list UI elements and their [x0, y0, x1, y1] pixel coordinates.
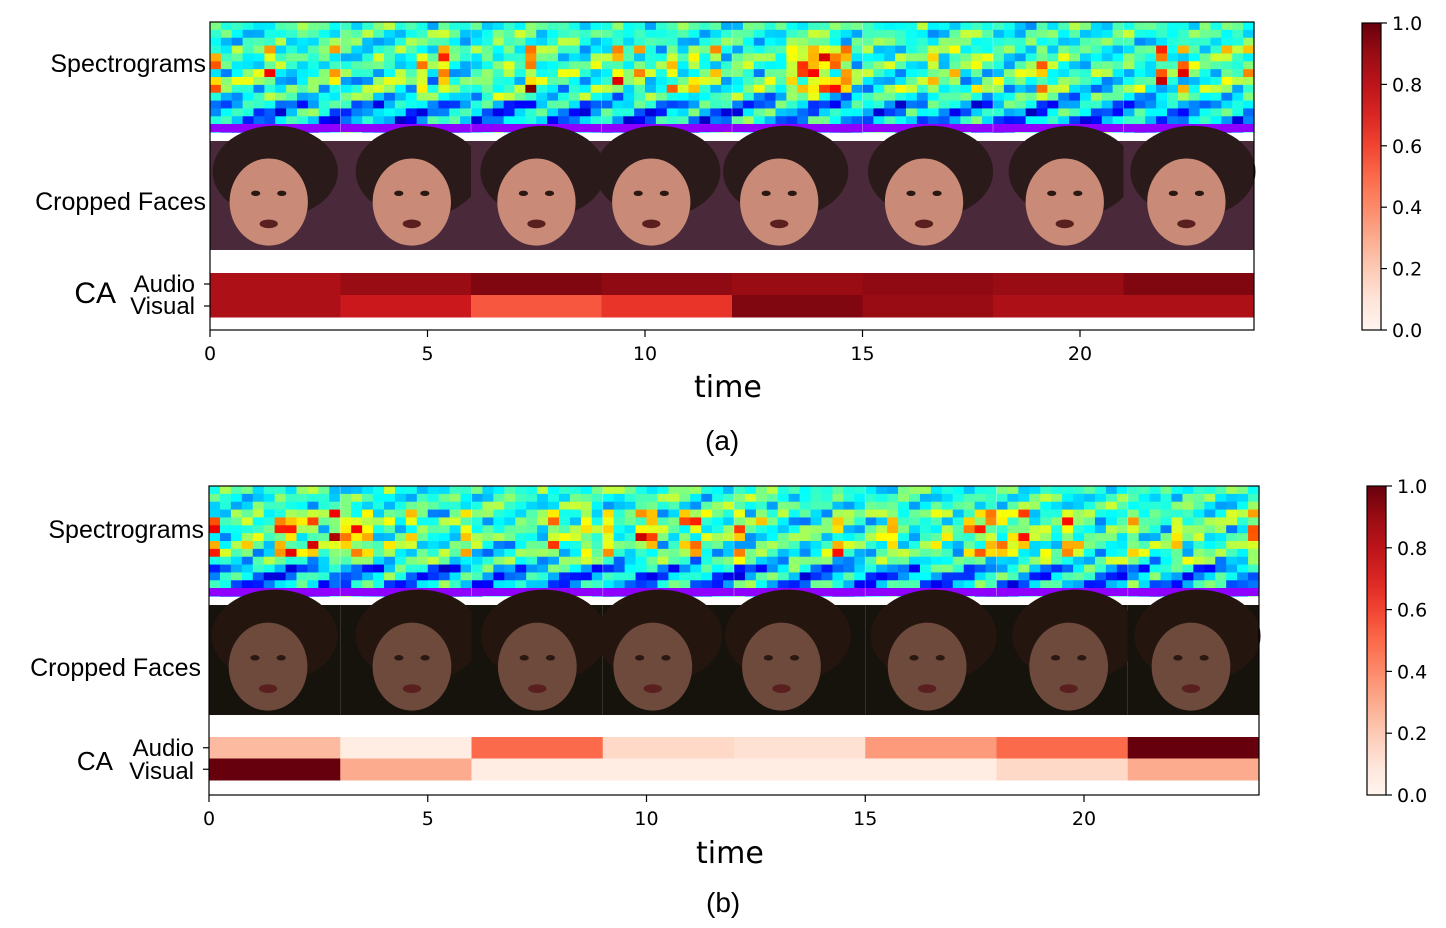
colorbar-tick-label: 0.6 [1397, 600, 1427, 622]
spectrogram-row-label: Spectrograms [50, 50, 206, 78]
colorbar: 0.0 0.2 0.4 0.6 0.8 1.0 [1361, 13, 1422, 342]
ca-row-label: CA [74, 277, 116, 310]
face-thumbnail [723, 125, 863, 250]
ca-cell-visual [210, 295, 341, 318]
face-thumbnail [993, 125, 1134, 250]
spectrogram-row-label: Spectrograms [48, 516, 204, 544]
x-axis-label: time [696, 836, 764, 871]
face-thumbnail [725, 589, 866, 715]
ca-cell-visual [862, 295, 994, 318]
face-thumbnail [471, 125, 606, 250]
spectrogram-strip [210, 22, 1255, 133]
face-thumbnail [1123, 125, 1256, 250]
ca-cell-visual [993, 295, 1124, 318]
x-tick-label: 20 [1068, 343, 1092, 365]
ca-cell-audio [732, 273, 863, 296]
ca-cell-audio [340, 737, 472, 759]
colorbar-tick-label: 0.0 [1397, 785, 1427, 807]
x-tick-label: 10 [633, 343, 657, 365]
visual-row-label: Visual [130, 293, 195, 320]
x-tick-label: 5 [422, 808, 434, 830]
face-thumbnail [596, 589, 734, 715]
chart-b: 0 5 10 15 20 0.0 0.2 0.4 0.6 0.8 1.0 [203, 476, 1427, 830]
ca-cell-visual [996, 758, 1129, 781]
ca-cell-audio [996, 737, 1129, 759]
x-tick-label: 20 [1072, 808, 1096, 830]
colorbar-tick-label: 0.2 [1392, 259, 1422, 281]
chart-a: 0 5 10 15 20 0.0 0.2 0.4 0.6 0.8 1.0 [204, 13, 1422, 365]
face-thumbnail [595, 125, 732, 250]
x-tick-label: 5 [421, 343, 433, 365]
ca-cell-audio [734, 737, 866, 759]
colorbar-tick-label: 0.0 [1392, 320, 1422, 342]
ca-cell-visual [601, 295, 733, 318]
visual-row-label: Visual [129, 758, 194, 785]
ca-cell-audio [1127, 737, 1260, 759]
face-thumbnail [865, 589, 997, 715]
ca-cell-visual [471, 295, 602, 318]
panel-a: 0 5 10 15 20 0.0 0.2 0.4 0.6 0.8 1.0 Spectrograms … [35, 13, 1422, 456]
x-tick-label: 15 [850, 343, 874, 365]
colorbar-tick-label: 1.0 [1392, 13, 1422, 35]
ca-cell-visual [1123, 295, 1255, 318]
faces-row-label: Cropped Faces [30, 654, 201, 682]
ca-cell-audio [210, 273, 341, 296]
colorbar-tick-label: 0.4 [1392, 197, 1422, 219]
face-thumbnail [1127, 589, 1261, 715]
face-thumbnail [210, 125, 341, 250]
colorbar-tick-label: 0.2 [1397, 723, 1427, 745]
face-thumbnail [996, 589, 1139, 715]
ca-cell-visual [471, 758, 604, 781]
x-tick-label: 0 [204, 343, 216, 365]
ca-cell-audio [340, 273, 472, 296]
ca-cell-audio [601, 273, 733, 296]
ca-cell-visual [732, 295, 863, 318]
face-strip [209, 589, 1261, 715]
ca-cell-audio [862, 273, 994, 296]
ca-cell-visual [865, 758, 997, 781]
caption-b: (b) [706, 887, 741, 918]
colorbar-tick-label: 0.4 [1397, 661, 1427, 683]
colorbar-tick-label: 0.8 [1397, 538, 1427, 560]
face-thumbnail [340, 125, 481, 250]
x-tick-label: 15 [853, 808, 877, 830]
ca-cell-visual [734, 758, 866, 781]
ca-cell-visual [1127, 758, 1260, 781]
colorbar-tick-label: 1.0 [1397, 476, 1427, 498]
faces-row-label: Cropped Faces [35, 188, 206, 216]
x-tick-label: 10 [634, 808, 658, 830]
colorbar: 0.0 0.2 0.4 0.6 0.8 1.0 [1366, 476, 1427, 807]
ca-heatmap [209, 737, 1260, 781]
face-strip [210, 125, 1256, 250]
axes-frame [209, 21, 1255, 331]
ca-cell-audio [602, 737, 735, 759]
colorbar-tick-label: 0.8 [1392, 74, 1422, 96]
ca-cell-audio [471, 273, 602, 296]
face-thumbnail [340, 589, 482, 715]
panel-b: 0 5 10 15 20 0.0 0.2 0.4 0.6 0.8 1.0 Spectrograms … [0, 466, 1446, 928]
ca-cell-audio [471, 737, 604, 759]
ca-row-label: CA [76, 746, 113, 776]
x-tick-label: 0 [203, 808, 215, 830]
face-thumbnail [209, 589, 341, 715]
ca-heatmap [210, 273, 1255, 318]
ca-cell-audio [1123, 273, 1255, 296]
ca-cell-audio [993, 273, 1124, 296]
ca-cell-visual [602, 758, 735, 781]
spectrogram-strip [209, 486, 1260, 597]
audio-row-label: Audio [132, 735, 194, 762]
axes-frame [208, 485, 1260, 796]
face-thumbnail [471, 589, 607, 715]
x-axis-label: time [694, 370, 762, 405]
face-thumbnail [862, 125, 994, 250]
ca-cell-visual [340, 295, 472, 318]
ca-cell-visual [340, 758, 472, 781]
audio-row-label: Audio [133, 271, 195, 298]
ca-cell-audio [865, 737, 997, 759]
colorbar-tick-label: 0.6 [1392, 136, 1422, 158]
ca-cell-audio [209, 737, 341, 759]
caption-a: (a) [705, 425, 740, 456]
ca-cell-visual [209, 758, 341, 781]
